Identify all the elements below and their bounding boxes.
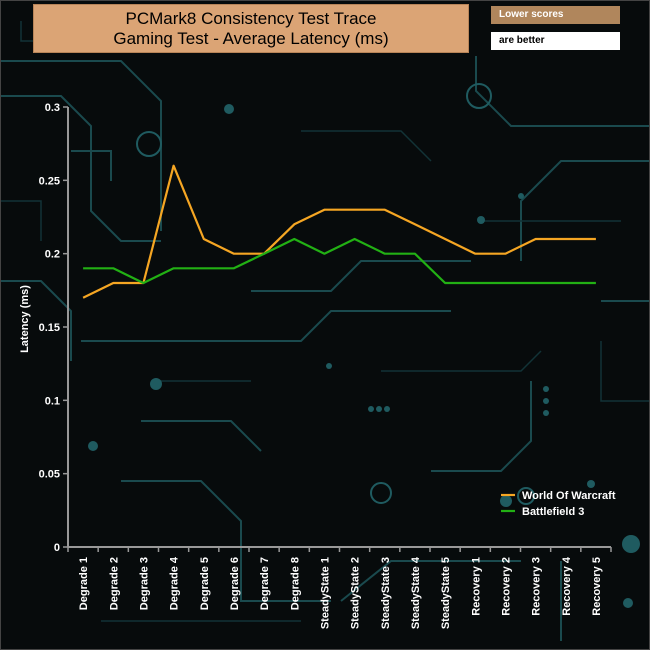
series-line-1: [82, 164, 596, 299]
x-tick-label: Recovery 3: [531, 557, 543, 616]
y-axis-ticks: 0 0.05 0.1 0.15 0.2 0.25 0.3: [39, 102, 68, 554]
x-tick-label: Recovery 1: [470, 557, 482, 616]
x-tick-label: Recovery 2: [500, 557, 512, 616]
chart-axes: [67, 107, 611, 548]
x-tick-label: SteadyState 1: [319, 557, 331, 629]
x-tick-label: Recovery 4: [561, 556, 573, 616]
note-are-better: are better: [491, 32, 620, 50]
chart-title-line1: PCMark8 Consistency Test Trace: [125, 9, 377, 28]
y-tick-label: 0.15: [39, 322, 60, 334]
chart-title-line2: Gaming Test - Average Latency (ms): [113, 29, 389, 48]
x-tick-label: Degrade 8: [289, 557, 301, 610]
y-tick-label: 0.25: [39, 175, 60, 187]
x-tick-label: SteadyState 2: [350, 557, 362, 629]
y-tick-label: 0.05: [39, 469, 60, 481]
x-tick-label: Degrade 7: [259, 557, 271, 610]
x-tick-label: Degrade 5: [199, 557, 211, 610]
x-tick-label: Degrade 4: [169, 556, 181, 610]
legend-label-1: World Of Warcraft: [522, 490, 616, 502]
x-tick-label: Recovery 5: [591, 557, 603, 616]
y-axis-title: Latency (ms): [19, 285, 31, 353]
x-tick-label: SteadyState 5: [440, 557, 452, 629]
y-tick-label: 0.2: [45, 249, 60, 261]
x-tick-label: SteadyState 4: [410, 556, 422, 629]
legend: World Of Warcraft Battlefield 3: [501, 490, 616, 518]
y-tick-label: 0.1: [45, 395, 60, 407]
x-tick-label: Degrade 1: [78, 557, 90, 610]
y-tick-label: 0.3: [45, 102, 60, 114]
x-tick-label: Degrade 3: [138, 557, 150, 610]
legend-label-2: Battlefield 3: [522, 506, 584, 518]
chart-title: PCMark8 Consistency Test Trace Gaming Te…: [33, 4, 469, 53]
x-tick-label: Degrade 6: [229, 557, 241, 610]
x-tick-label: SteadyState 3: [380, 557, 392, 629]
y-tick-label: 0: [54, 542, 60, 554]
x-tick-label: Degrade 2: [108, 557, 120, 610]
x-axis-ticks: Degrade 1 Degrade 2 Degrade 3 Degrade 4 Degr…: [67, 547, 612, 629]
series-line-2: [83, 237, 596, 285]
series-lines: [82, 164, 596, 299]
note-lower-scores: Lower scores: [491, 6, 620, 24]
